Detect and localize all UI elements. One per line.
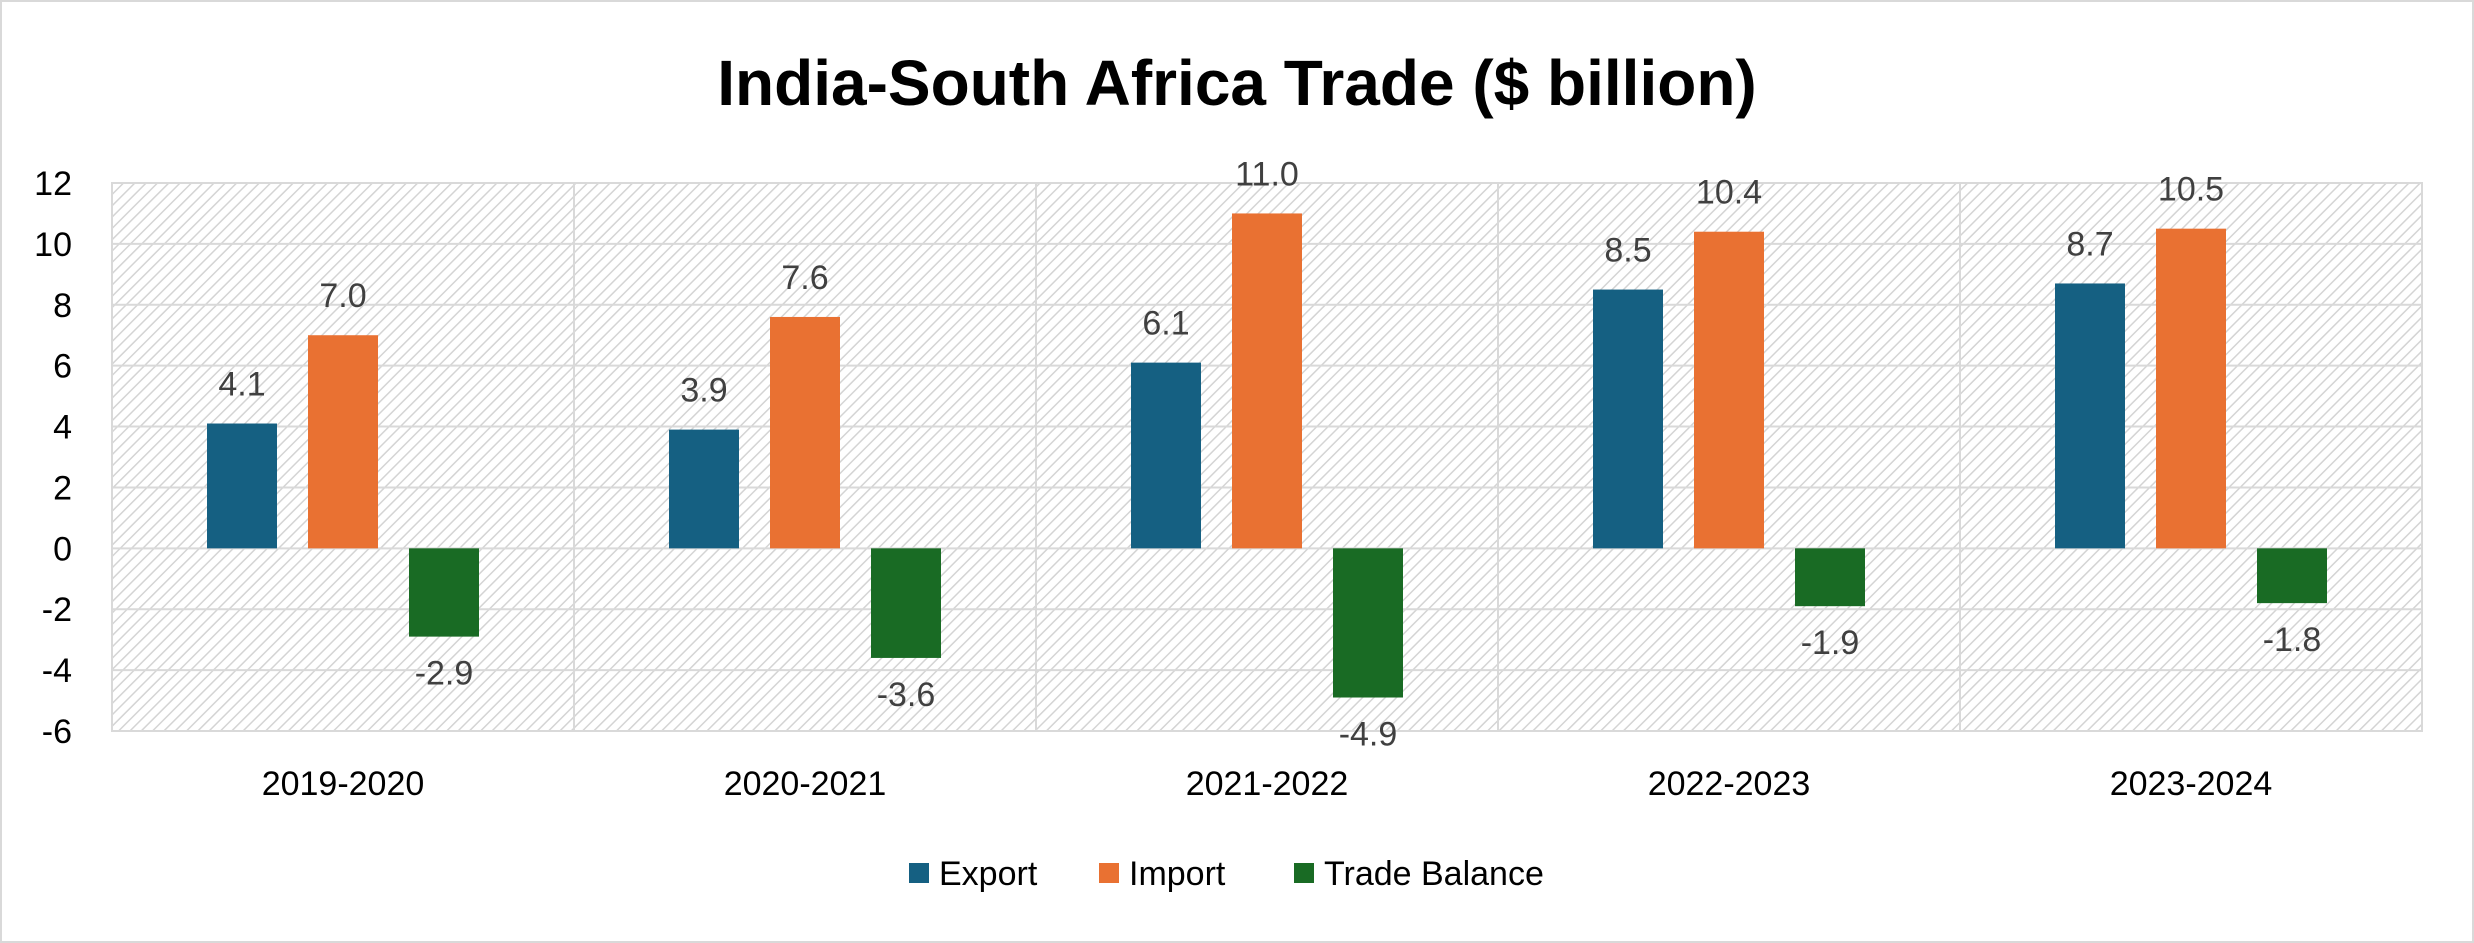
bar-trade-balance [1333,548,1403,698]
y-tick-label: 4 [53,409,72,447]
y-tick-label: -6 [42,713,72,751]
bar-trade-balance [409,548,479,637]
y-tick-label: 12 [34,165,72,203]
data-label: -2.9 [415,655,474,693]
data-label: -3.6 [877,676,936,714]
data-label: 10.4 [1696,174,1762,212]
legend-label: Import [1129,855,1226,893]
x-tick-label: 2022-2023 [1648,765,1811,803]
bar-import [770,316,840,549]
legend-swatch [1099,863,1119,883]
y-tick-label: 6 [53,348,72,386]
x-tick-label: 2020-2021 [724,765,887,803]
y-tick-label: 8 [53,287,72,325]
chart-title: India-South Africa Trade ($ billion) [717,47,1756,119]
legend-item-export: Export [909,855,1038,893]
data-label: 7.0 [319,277,366,315]
x-tick-label: 2019-2020 [262,765,425,803]
data-label: 7.6 [781,259,828,297]
bar-export [207,423,277,549]
bar-export [669,429,739,549]
bar-export [2055,283,2125,549]
legend-swatch [1294,863,1314,883]
y-tick-label: -2 [42,591,72,629]
data-label: -1.9 [1801,624,1860,662]
bar-import [1232,213,1302,549]
bar-export [1131,362,1201,549]
legend-item-trade-balance: Trade Balance [1294,855,1544,893]
bar-import [1694,231,1764,549]
legend: Export Import Trade Balance [909,855,1544,893]
bars [207,213,2327,698]
bar-import [2156,228,2226,549]
data-label: 11.0 [1235,155,1299,193]
y-axis: 12 10 8 6 4 2 0 -2 -4 -6 [34,165,72,751]
x-axis: 2019-2020 2020-2021 2021-2022 2022-2023 2023… [262,765,2273,803]
bar-trade-balance [871,548,941,658]
y-tick-label: 0 [53,530,72,568]
data-labels: 4.1 3.9 6.1 8.5 8.7 7.0 7.6 11.0 10.4 10.5 -2.9 -3.… [218,155,2321,753]
legend-swatch [909,863,929,883]
x-tick-label: 2023-2024 [2110,765,2273,803]
legend-label: Export [939,855,1038,893]
bar-import [308,335,378,549]
bar-trade-balance [2257,548,2327,604]
data-label: 3.9 [680,372,727,410]
bar-trade-balance [1795,548,1865,607]
data-label: 8.5 [1604,232,1651,270]
y-tick-label: -4 [42,652,72,690]
data-label: 10.5 [2158,171,2224,209]
data-label: -1.8 [2263,621,2322,659]
data-label: -4.9 [1339,716,1398,754]
legend-item-import: Import [1099,855,1226,893]
data-label: 4.1 [218,366,265,404]
x-tick-label: 2021-2022 [1186,765,1349,803]
data-label: 6.1 [1142,305,1189,343]
bar-export [1593,289,1663,549]
y-tick-label: 2 [53,469,72,507]
y-tick-label: 10 [34,226,72,264]
data-label: 8.7 [2066,225,2113,263]
legend-label: Trade Balance [1324,855,1544,893]
